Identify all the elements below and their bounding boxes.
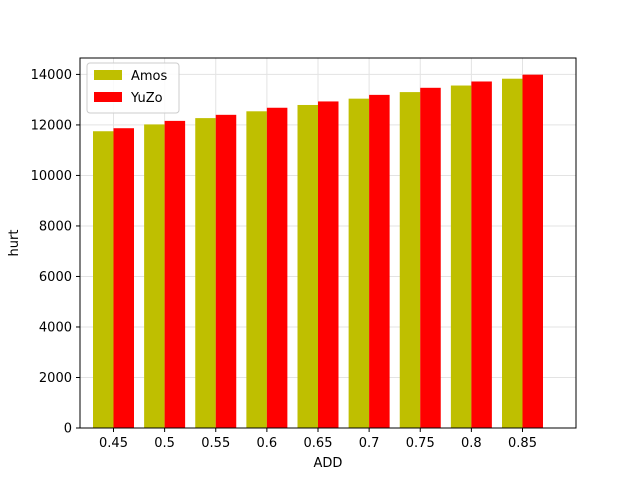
x-axis-ticks: 0.45 0.5 0.55 0.6 0.65 0.7 0.75 0.8 0.85 xyxy=(99,428,537,451)
y-axis-label: hurt xyxy=(7,230,22,257)
bar-yuzo-0.65 xyxy=(318,101,339,428)
x-tick-label: 0.7 xyxy=(359,436,380,451)
legend: Amos YuZo xyxy=(86,62,180,114)
legend-swatch-yuzo xyxy=(94,92,122,102)
bar-yuzo-0.45 xyxy=(113,128,134,428)
y-tick-label: 0 xyxy=(64,422,72,437)
bars xyxy=(93,74,543,429)
bar-amos-0.85 xyxy=(502,78,523,428)
legend-label-amos: Amos xyxy=(131,69,168,84)
x-tick-label: 0.55 xyxy=(201,436,230,451)
bar-amos-0.7 xyxy=(348,98,370,429)
bar-yuzo-0.5 xyxy=(164,120,186,428)
y-axis-ticks: 0 2000 4000 6000 8000 10000 12000 14000 xyxy=(31,68,80,437)
bar-amos-0.65 xyxy=(297,104,318,429)
bar-yuzo-0.75 xyxy=(420,87,441,428)
y-tick-label: 2000 xyxy=(39,371,72,386)
bar-amos-0.5 xyxy=(144,124,165,428)
y-tick-label: 8000 xyxy=(39,219,72,234)
bar-amos-0.75 xyxy=(399,92,421,428)
x-tick-label: 0.8 xyxy=(461,436,482,451)
bar-yuzo-0.85 xyxy=(522,74,543,428)
x-axis-label: ADD xyxy=(314,456,343,471)
bar-yuzo-0.7 xyxy=(369,94,390,428)
x-tick-label: 0.6 xyxy=(257,436,278,451)
y-tick-label: 10000 xyxy=(31,169,72,184)
y-tick-label: 12000 xyxy=(31,118,72,133)
x-tick-label: 0.75 xyxy=(406,436,435,451)
bar-amos-0.55 xyxy=(195,118,216,428)
x-tick-label: 0.45 xyxy=(99,436,128,451)
bar-amos-0.8 xyxy=(450,85,472,429)
legend-label-yuzo: YuZo xyxy=(130,91,163,106)
bar-yuzo-0.55 xyxy=(215,114,237,429)
x-tick-label: 0.5 xyxy=(154,436,175,451)
y-tick-label: 6000 xyxy=(39,270,72,285)
legend-swatch-amos xyxy=(94,70,122,80)
bar-yuzo-0.8 xyxy=(471,81,492,429)
y-tick-label: 4000 xyxy=(39,320,72,335)
y-tick-label: 14000 xyxy=(31,68,72,83)
x-tick-label: 0.85 xyxy=(508,436,537,451)
plot-area-frame xyxy=(79,57,577,429)
x-tick-label: 0.65 xyxy=(304,436,333,451)
bar-amos-0.45 xyxy=(93,131,114,429)
bar-amos-0.6 xyxy=(246,111,267,428)
bar-yuzo-0.6 xyxy=(266,107,288,428)
